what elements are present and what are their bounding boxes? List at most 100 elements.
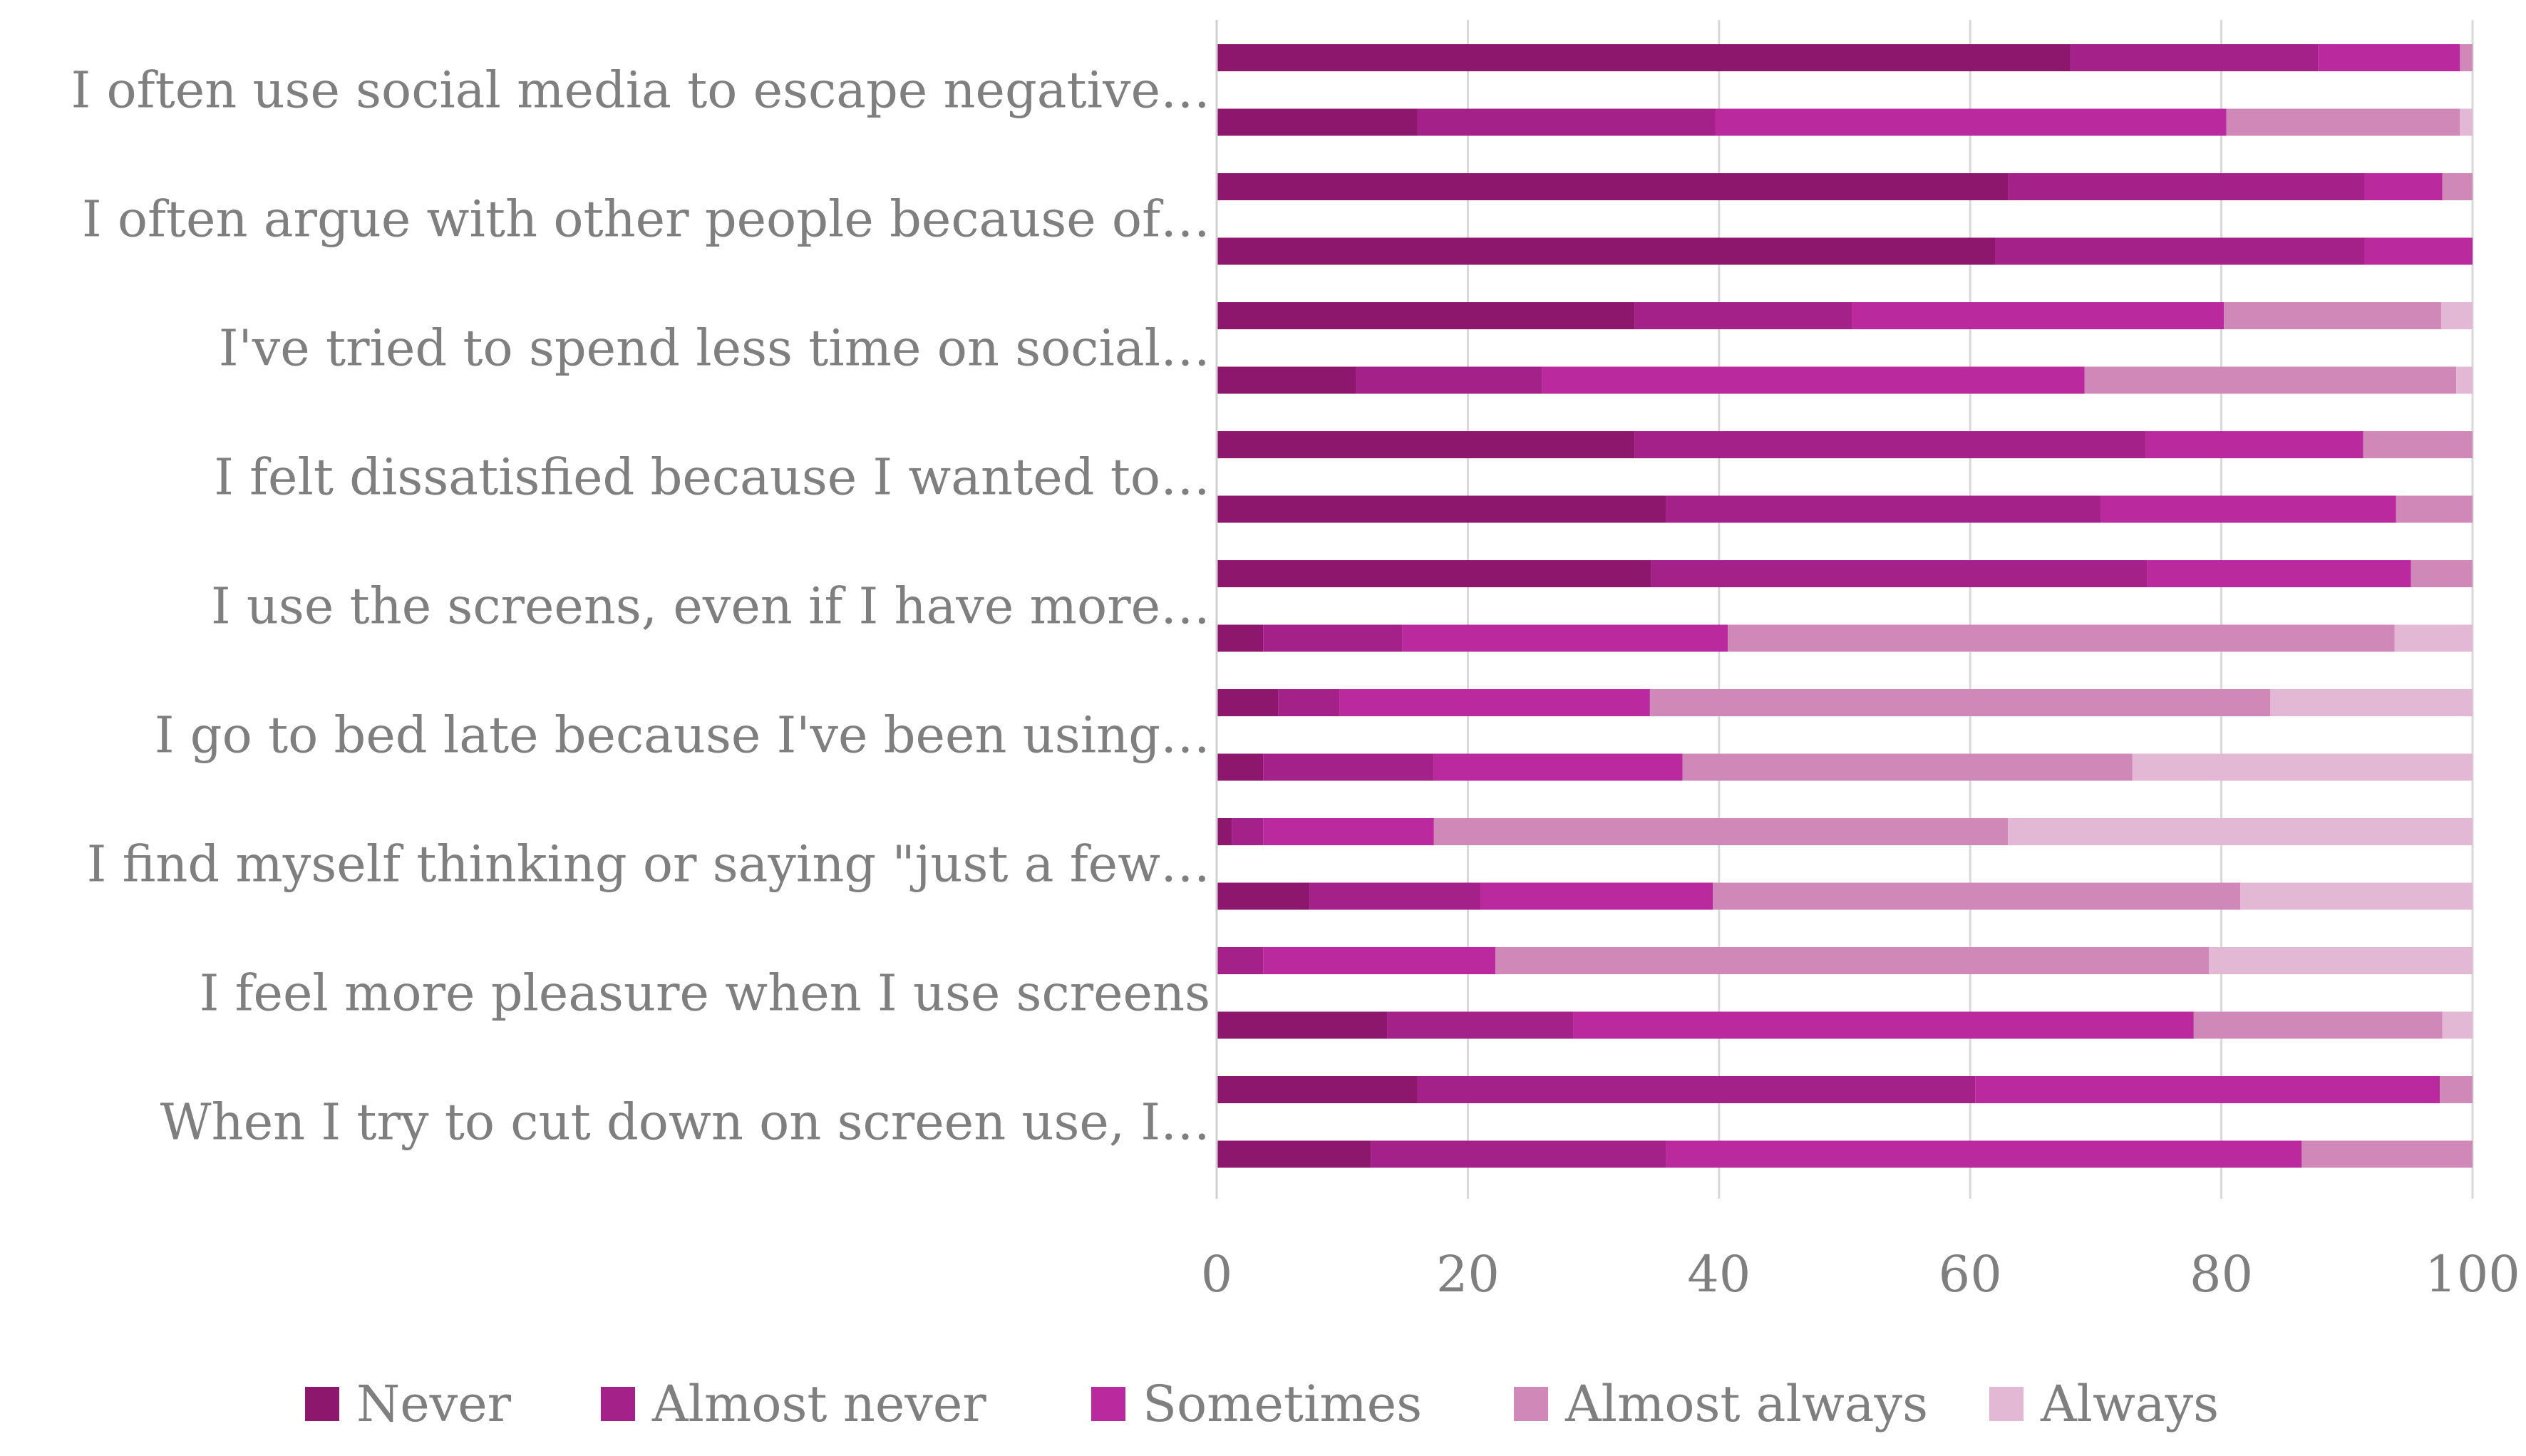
category-label: I use the screens, even if I have more… (211, 577, 1210, 635)
bar-segment-almost-never (1217, 947, 1264, 974)
bar-row-11 (1217, 753, 2473, 781)
bar-segment-sometimes (1263, 818, 1434, 845)
legend-swatch (1989, 1387, 2024, 1421)
bar-segment-never (1217, 431, 1635, 458)
bar-segment-never (1217, 818, 1232, 845)
category-label: I felt dissatisfied because I wanted to… (214, 448, 1210, 506)
bar-segment-sometimes (1715, 108, 2227, 136)
bar-row-4 (1217, 302, 2473, 329)
bar-segment-almost-always (2084, 366, 2457, 394)
bar-row-2 (1217, 173, 2473, 200)
bar-segment-almost-never (1666, 495, 2101, 523)
bar-segment-never (1217, 560, 1651, 587)
bar-segment-almost-never (1356, 366, 1542, 394)
x-tick-label: 80 (2190, 1245, 2253, 1303)
bar-segment-almost-always (2226, 108, 2460, 136)
bars (1217, 44, 2473, 1168)
bar-segment-never (1217, 624, 1264, 652)
bar-segment-never (1217, 753, 1264, 781)
legend: Never Almost never Sometimes Almost always A… (305, 1375, 2219, 1433)
bar-segment-sometimes (2364, 173, 2443, 200)
bar-segment-never (1217, 302, 1635, 329)
bar-segment-sometimes (2318, 44, 2460, 71)
bar-segment-never (1217, 1140, 1371, 1168)
bar-segment-sometimes (1339, 689, 1650, 716)
legend-item: Sometimes (1091, 1375, 1422, 1433)
bar-row-3 (1217, 237, 2473, 265)
bar-segment-sometimes (1480, 882, 1713, 910)
bar-segment-almost-always (2442, 173, 2473, 200)
bar-segment-sometimes (1433, 753, 1683, 781)
bar-segment-almost-never (1278, 689, 1340, 716)
bar-segment-never (1217, 1011, 1388, 1039)
bar-segment-almost-never (1263, 624, 1403, 652)
legend-label: Almost always (1564, 1375, 1928, 1433)
bar-segment-almost-always (1495, 947, 2209, 974)
category-labels: I often use social media to escape negat… (71, 61, 1210, 1151)
bar-segment-never (1217, 108, 1418, 136)
bar-segment-always (2008, 818, 2473, 845)
bar-segment-almost-always (1728, 624, 2395, 652)
legend-item: Almost always (1514, 1375, 1928, 1433)
bar-row-5 (1217, 366, 2473, 394)
bar-segment-almost-never (1309, 882, 1481, 910)
bar-segment-always (2440, 302, 2473, 329)
x-tick-label: 20 (1436, 1245, 1500, 1303)
legend-label: Sometimes (1143, 1375, 1422, 1433)
category-label: When I try to cut down on screen use, I… (160, 1093, 1210, 1151)
bar-segment-never (1217, 237, 1996, 265)
bar-segment-almost-always (2193, 1011, 2443, 1039)
bar-segment-sometimes (1666, 1140, 2302, 1168)
bar-segment-never (1217, 495, 1666, 523)
bar-row-8 (1217, 560, 2473, 587)
bar-segment-sometimes (2364, 237, 2473, 265)
legend-swatch (601, 1387, 635, 1421)
bar-row-13 (1217, 882, 2473, 910)
legend-label: Almost never (651, 1375, 986, 1433)
bar-segment-sometimes (1402, 624, 1728, 652)
category-label: I feel more pleasure when I use screens (200, 964, 1210, 1022)
bar-segment-sometimes (2145, 431, 2363, 458)
bar-segment-almost-never (1995, 237, 2365, 265)
legend-item: Always (1989, 1375, 2219, 1433)
bar-row-6 (1217, 431, 2473, 458)
bar-segment-sometimes (1975, 1076, 2440, 1103)
bar-segment-almost-never (1634, 431, 2146, 458)
bar-segment-almost-always (1649, 689, 2271, 716)
bar-segment-almost-never (1263, 753, 1434, 781)
bar-segment-almost-always (2363, 431, 2473, 458)
bar-segment-almost-never (1387, 1011, 1574, 1039)
bar-segment-almost-always (2224, 302, 2441, 329)
x-tick-labels: 0 20 40 60 80 100 (1201, 1245, 2520, 1303)
bar-segment-almost-never (1371, 1140, 1666, 1168)
bar-segment-sometimes (1542, 366, 2085, 394)
bar-segment-almost-always (2440, 1076, 2473, 1103)
bar-segment-always (2208, 947, 2473, 974)
bar-row-10 (1217, 689, 2473, 716)
bar-segment-almost-never (2008, 173, 2365, 200)
bar-segment-always (2270, 689, 2473, 716)
bar-segment-almost-always (2460, 44, 2473, 71)
bar-row-0 (1217, 44, 2473, 71)
bar-segment-always (2456, 366, 2473, 394)
grid-lines (1466, 20, 2474, 1199)
bar-segment-always (2240, 882, 2473, 910)
bar-segment-almost-always (1682, 753, 2133, 781)
bar-row-9 (1217, 624, 2473, 652)
bar-row-15 (1217, 1011, 2473, 1039)
bar-segment-never (1217, 173, 2009, 200)
bar-segment-almost-never (1634, 302, 1852, 329)
legend-swatch (305, 1387, 339, 1421)
bar-row-12 (1217, 818, 2473, 845)
bar-segment-almost-always (1433, 818, 2009, 845)
legend-item: Never (305, 1375, 512, 1433)
bar-segment-almost-never (1232, 818, 1264, 845)
bar-segment-almost-never (1417, 1076, 1976, 1103)
bar-segment-never (1217, 366, 1356, 394)
x-tick-label: 0 (1201, 1245, 1233, 1303)
bar-segment-always (2442, 1011, 2473, 1039)
legend-label: Always (2040, 1375, 2219, 1433)
bar-segment-almost-always (2396, 495, 2473, 523)
bar-segment-never (1217, 689, 1279, 716)
